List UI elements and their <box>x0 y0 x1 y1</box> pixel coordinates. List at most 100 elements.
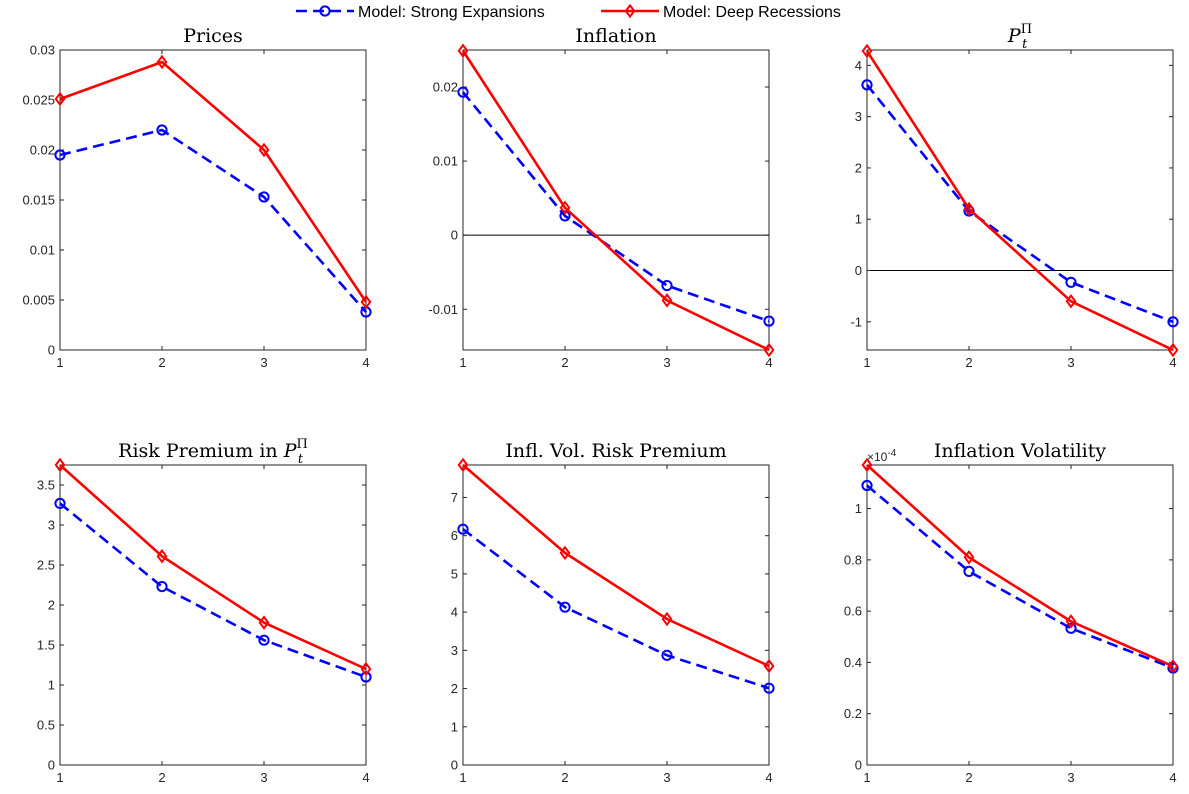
y-tick-label: 1 <box>451 719 458 734</box>
y-tick-label: 4 <box>855 58 862 73</box>
series-deep-recessions <box>861 457 1179 674</box>
data-point <box>559 210 571 222</box>
y-tick-label: 1 <box>855 212 862 227</box>
y-tick-label: 1.5 <box>37 638 55 653</box>
x-tick-label: 3 <box>260 355 267 370</box>
data-point <box>861 457 873 473</box>
panel-title: PΠ t <box>1007 22 1032 52</box>
axes-box <box>59 464 367 766</box>
data-point <box>54 457 66 473</box>
x-tick-label: 4 <box>765 355 772 370</box>
data-point <box>457 43 469 59</box>
axes-box <box>866 464 1174 766</box>
data-point <box>54 91 66 107</box>
data-point <box>360 671 372 683</box>
data-point <box>54 497 66 509</box>
y-tick-label: 0.01 <box>433 154 458 169</box>
data-point <box>661 649 673 661</box>
x-tick-label: 3 <box>663 770 670 785</box>
data-point <box>156 548 168 564</box>
data-point <box>963 565 975 578</box>
series-line <box>866 484 1174 670</box>
series-line <box>462 464 770 668</box>
axes-box <box>59 49 367 351</box>
series-strong-expansions <box>861 479 1179 674</box>
y-tick-label: 0.02 <box>433 80 458 95</box>
data-point <box>1065 294 1077 309</box>
exponent-label: ×10-4 <box>867 448 897 464</box>
series-deep-recessions <box>457 43 775 358</box>
y-tick-label: 0 <box>855 263 862 278</box>
y-tick-label: 3 <box>855 109 862 124</box>
data-point <box>861 43 873 59</box>
y-tick-label: 6 <box>451 528 458 543</box>
series-line <box>866 464 1174 668</box>
data-point <box>763 658 775 674</box>
x-tick-label: 2 <box>965 355 972 370</box>
y-tick-label: 0.005 <box>22 293 55 308</box>
panel-title: Inflation <box>575 25 656 47</box>
x-tick-label: 1 <box>863 355 870 370</box>
panel-title: Risk Premium in PΠ t <box>118 437 308 467</box>
series-line <box>865 50 1174 352</box>
x-tick-label: 4 <box>362 355 369 370</box>
data-point <box>1065 622 1077 634</box>
panel-title: Infl. Vol. Risk Premium <box>505 440 726 462</box>
data-point <box>258 634 270 646</box>
x-tick-label: 3 <box>1067 355 1074 370</box>
y-tick-label: 0.02 <box>30 143 55 158</box>
y-tick-label: 2 <box>855 160 862 175</box>
data-point <box>763 342 775 358</box>
x-tick-label: 3 <box>663 355 670 370</box>
legend: Model: Strong Expansions Model: Deep Rece… <box>296 3 841 21</box>
data-point <box>963 201 975 217</box>
x-tick-label: 4 <box>1169 770 1176 785</box>
panel-title: Inflation Volatility <box>934 440 1106 462</box>
data-point <box>258 615 270 630</box>
data-point <box>661 293 673 308</box>
y-tick-label: 5 <box>451 566 458 581</box>
y-tick-label: 0.4 <box>844 655 862 670</box>
y-tick-label: 1 <box>855 501 862 516</box>
x-tick-label: 4 <box>362 770 369 785</box>
series-line <box>59 60 368 303</box>
legend-marker <box>319 5 331 17</box>
x-tick-label: 3 <box>1067 770 1074 785</box>
data-point <box>861 479 873 492</box>
y-tick-label: 3.5 <box>37 478 55 493</box>
y-tick-label: 0.5 <box>37 718 55 733</box>
y-tick-label: 0 <box>451 758 458 773</box>
y-tick-label: 4 <box>451 605 458 620</box>
x-tick-label: 1 <box>459 355 466 370</box>
x-tick-label: 1 <box>56 770 63 785</box>
x-tick-label: 1 <box>863 770 870 785</box>
data-point <box>763 315 775 327</box>
data-point <box>763 682 775 694</box>
data-point <box>661 279 673 292</box>
panel-3: -1 0 1 2 3 4 1 2 3 4 PΠ t <box>850 22 1179 370</box>
series-deep-recessions <box>54 457 372 677</box>
y-tick-label: 0 <box>48 343 55 358</box>
y-tick-label: -0.01 <box>428 302 458 317</box>
x-tick-label: 2 <box>561 355 568 370</box>
data-point <box>1167 342 1179 358</box>
panel-1: 0 0.005 0.01 0.015 0.02 0.025 0.03 1 2 3 4 Prices <box>22 25 372 370</box>
data-point <box>258 191 270 203</box>
y-tick-label: 0.025 <box>22 93 55 108</box>
y-tick-label: 3 <box>451 643 458 658</box>
legend-entry-1: Model: Strong Expansions <box>296 4 545 21</box>
y-tick-label: 2 <box>451 681 458 696</box>
y-tick-label: 0.01 <box>30 243 55 258</box>
data-point <box>156 54 168 70</box>
x-tick-label: 1 <box>459 770 466 785</box>
data-point <box>1167 659 1179 674</box>
y-tick-label: 1 <box>48 678 55 693</box>
panel-title: Prices <box>183 25 243 47</box>
series-line <box>461 50 770 352</box>
legend-label: Model: Strong Expansions <box>358 4 545 21</box>
series-line <box>59 502 367 679</box>
data-point <box>861 79 873 91</box>
data-point <box>156 124 168 136</box>
data-point <box>1065 276 1077 288</box>
